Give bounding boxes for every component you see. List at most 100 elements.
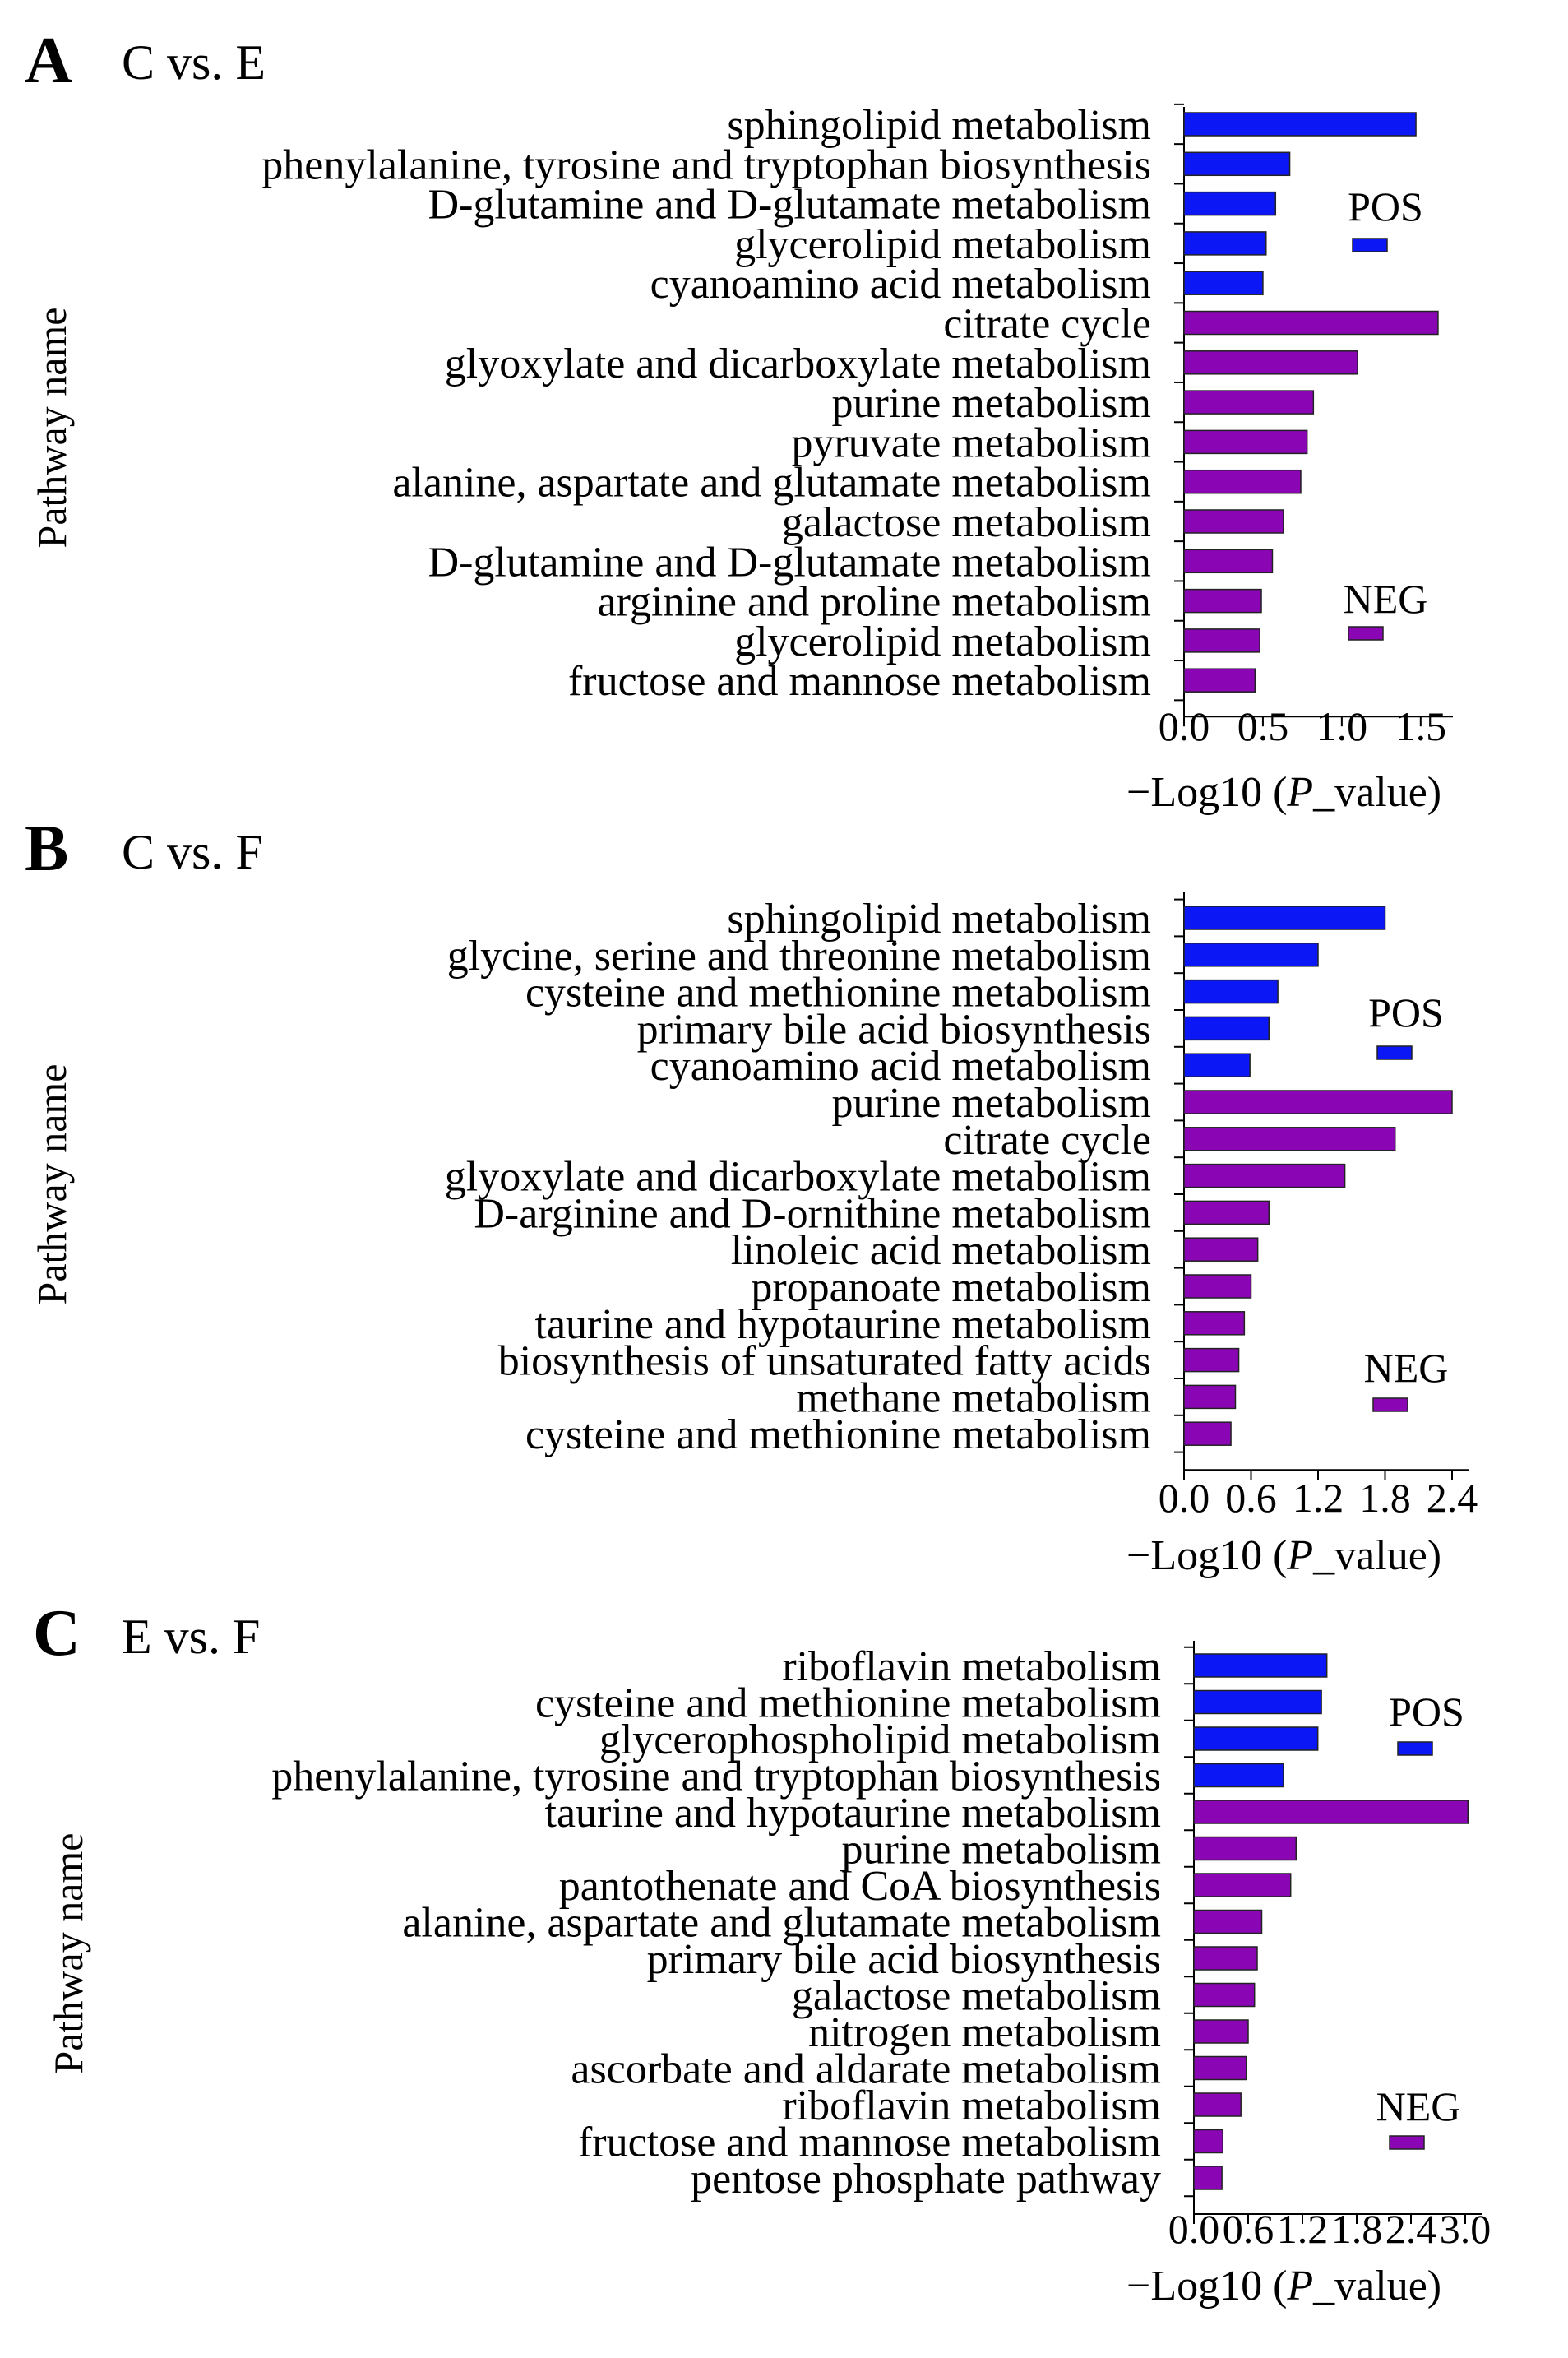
legend-swatch-neg xyxy=(1372,1397,1408,1412)
bar-neg xyxy=(1183,1090,1453,1114)
x-axis-title: −Log10 (P_value) xyxy=(1126,2263,1441,2309)
bar-pos xyxy=(1183,231,1267,256)
x-tick-label: 0.0 xyxy=(1159,1475,1210,1521)
category-label: biosynthesis of unsaturated fatty acids xyxy=(498,1338,1151,1385)
category-label: D-arginine and D-ornithine metabolism xyxy=(474,1190,1151,1237)
legend-swatch-neg xyxy=(1348,626,1384,641)
category-label: propanoate metabolism xyxy=(751,1264,1151,1311)
bar-pos xyxy=(1193,1689,1322,1715)
x-tick-label: 3.0 xyxy=(1440,2206,1492,2252)
panel-a: A C vs. E Pathway name sphingolipid metabol… xyxy=(25,25,1453,816)
bar-neg xyxy=(1183,1163,1346,1188)
x-axis-title-suffix: _value) xyxy=(1312,2263,1441,2309)
x-axis-title-italic: P xyxy=(1286,769,1313,816)
panel-title: C vs. F xyxy=(122,825,263,879)
bar-pos xyxy=(1183,271,1264,295)
category-label: fructose and mannose metabolism xyxy=(568,658,1151,705)
panel-letter: C xyxy=(33,1597,81,1670)
category-label: citrate cycle xyxy=(943,301,1151,348)
bar-neg xyxy=(1193,2092,1242,2117)
category-label: methane metabolism xyxy=(796,1374,1151,1421)
category-label: cysteine and methionine metabolism xyxy=(525,970,1151,1017)
category-label: primary bile acid biosynthesis xyxy=(647,1936,1161,1983)
category-label: cyanoamino acid metabolism xyxy=(650,1043,1151,1090)
bar-neg xyxy=(1183,469,1302,494)
category-label: riboflavin metabolism xyxy=(782,1643,1161,1690)
x-tick-label: 1.2 xyxy=(1293,1475,1344,1521)
bar-neg xyxy=(1183,1237,1259,1262)
x-tick-label: 0.0 xyxy=(1159,703,1210,749)
bar-neg xyxy=(1193,1982,1256,2008)
category-label: purine metabolism xyxy=(832,380,1151,427)
panel-letter: A xyxy=(25,25,72,97)
category-label: glycerolipid metabolism xyxy=(734,618,1151,665)
bar-neg xyxy=(1193,2129,1223,2154)
category-label: taurine and hypotaurine metabolism xyxy=(545,1790,1161,1837)
bar-neg xyxy=(1183,390,1315,415)
category-label: pentose phosphate pathway xyxy=(691,2156,1161,2203)
category-label: cysteine and methionine metabolism xyxy=(535,1680,1161,1727)
bar-pos xyxy=(1183,151,1291,177)
category-label: arginine and proline metabolism xyxy=(598,579,1151,626)
bar-neg xyxy=(1183,1200,1270,1225)
bar-neg xyxy=(1183,310,1439,336)
category-label: citrate cycle xyxy=(943,1117,1151,1164)
bar-neg xyxy=(1183,588,1262,614)
category-label: D-glutamine and D-glutamate metabolism xyxy=(428,539,1151,586)
y-axis-title: Pathway name xyxy=(29,1064,75,1305)
x-axis-title-prefix: −Log10 ( xyxy=(1126,1532,1287,1579)
x-tick-label: 0.6 xyxy=(1225,1475,1277,1521)
bar-pos xyxy=(1183,1016,1270,1041)
bar-neg xyxy=(1183,429,1308,455)
x-tick-label: 1.5 xyxy=(1395,703,1447,749)
category-label: galactose metabolism xyxy=(792,1973,1161,2020)
legend-label-pos: POS xyxy=(1389,1689,1464,1735)
panel-title: E vs. F xyxy=(122,1610,260,1664)
category-label: purine metabolism xyxy=(842,1827,1161,1874)
category-label: pantothenate and CoA biosynthesis xyxy=(559,1863,1161,1910)
x-tick-label: 2.4 xyxy=(1385,2206,1437,2252)
panel-c: C E vs. F Pathway name riboflavin metabolis… xyxy=(33,1597,1491,2309)
panel-letter: B xyxy=(25,813,68,885)
bar-neg xyxy=(1183,668,1256,693)
bar-neg xyxy=(1183,1421,1232,1446)
x-tick-label: 1.8 xyxy=(1359,1475,1411,1521)
bar-neg xyxy=(1183,350,1358,375)
x-axis-title-suffix: _value) xyxy=(1312,1532,1441,1579)
bar-pos xyxy=(1193,1653,1328,1678)
category-label: taurine and hypotaurine metabolism xyxy=(535,1301,1151,1348)
bar-pos xyxy=(1193,1726,1319,1751)
category-label: glycine, serine and threonine metabolism xyxy=(447,933,1151,980)
panel-title: C vs. E xyxy=(122,35,266,90)
bar-pos xyxy=(1183,1053,1251,1077)
category-label: alanine, aspartate and glutamate metabol… xyxy=(392,460,1151,507)
category-label: sphingolipid metabolism xyxy=(727,896,1151,943)
bar-neg xyxy=(1193,1800,1469,1824)
x-tick-label: 1.8 xyxy=(1331,2206,1383,2252)
category-label: glycerophospholipid metabolism xyxy=(599,1716,1161,1763)
x-axis-title-prefix: −Log10 ( xyxy=(1126,769,1287,816)
category-label: purine metabolism xyxy=(832,1080,1151,1127)
x-axis-title-italic: P xyxy=(1286,1532,1313,1579)
legend-swatch-pos xyxy=(1376,1045,1413,1060)
category-label: linoleic acid metabolism xyxy=(731,1227,1151,1274)
legend-label-neg: NEG xyxy=(1364,1345,1449,1391)
bar-neg xyxy=(1183,549,1274,574)
legend-swatch-pos xyxy=(1352,238,1388,252)
legend-swatch-neg xyxy=(1389,2135,1425,2150)
x-tick-label: 0.0 xyxy=(1168,2206,1220,2252)
bar-neg xyxy=(1193,1909,1263,1934)
x-tick-label: 1.0 xyxy=(1316,703,1368,749)
category-label: nitrogen metabolism xyxy=(808,2009,1161,2056)
panel-b: B C vs. F Pathway name sphingolipid metabol… xyxy=(25,813,1478,1579)
bar-neg xyxy=(1183,1274,1252,1299)
x-axis-title: −Log10 (P_value) xyxy=(1126,1532,1441,1579)
category-label: glyoxylate and dicarboxylate metabolism xyxy=(445,1154,1151,1201)
category-label: D-glutamine and D-glutamate metabolism xyxy=(428,182,1151,229)
bar-neg xyxy=(1183,1384,1237,1410)
category-label: alanine, aspartate and glutamate metabol… xyxy=(402,1900,1161,1947)
legend-swatch-pos xyxy=(1397,1741,1433,1756)
legend-label-neg: NEG xyxy=(1344,576,1428,622)
category-label: phenylalanine, tyrosine and tryptophan b… xyxy=(261,141,1151,188)
